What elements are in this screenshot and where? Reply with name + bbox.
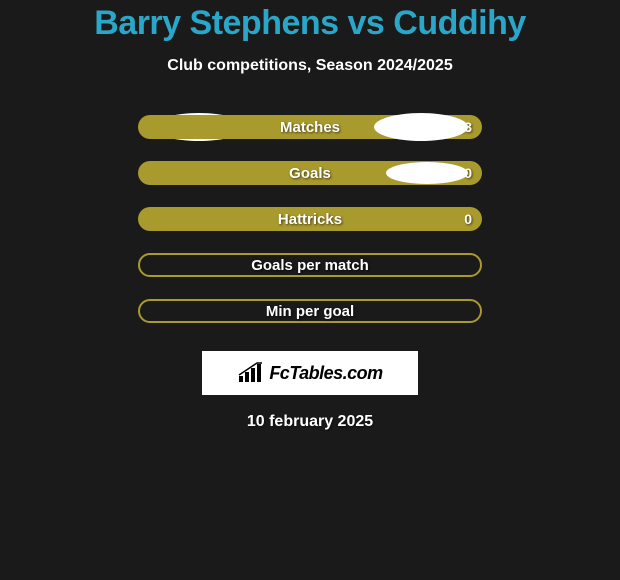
stat-label: Matches xyxy=(280,119,340,136)
stat-row: Goals per match xyxy=(138,253,482,277)
stat-label: Goals per match xyxy=(251,257,369,274)
stat-row: Matches13 xyxy=(138,115,482,139)
stat-value: 0 xyxy=(464,211,472,227)
stat-row: Hattricks 0 xyxy=(138,207,482,231)
subtitle: Club competitions, Season 2024/2025 xyxy=(167,57,452,75)
stat-bar: Hattricks 0 xyxy=(138,207,482,231)
date-text: 10 february 2025 xyxy=(247,413,373,431)
stat-bar: Goals per match xyxy=(138,253,482,277)
player-right-marker xyxy=(386,162,468,184)
stat-label: Min per goal xyxy=(266,303,354,320)
logo-box: FcTables.com xyxy=(202,351,418,395)
chart-bars-icon xyxy=(237,362,265,384)
page-title: Barry Stephens vs Cuddihy xyxy=(94,4,526,43)
stat-label: Hattricks xyxy=(278,211,342,228)
stat-bar: Min per goal xyxy=(138,299,482,323)
stat-row: Goals0 xyxy=(138,161,482,185)
player-right-marker xyxy=(374,113,468,141)
stat-label: Goals xyxy=(289,165,331,182)
comparison-rows: Matches13 Goals0 Hattricks 0 Goals per match… xyxy=(138,115,482,345)
logo-text: FcTables.com xyxy=(269,363,382,384)
stat-row: Min per goal xyxy=(138,299,482,323)
infographic-container: Barry Stephens vs Cuddihy Club competiti… xyxy=(0,0,620,431)
